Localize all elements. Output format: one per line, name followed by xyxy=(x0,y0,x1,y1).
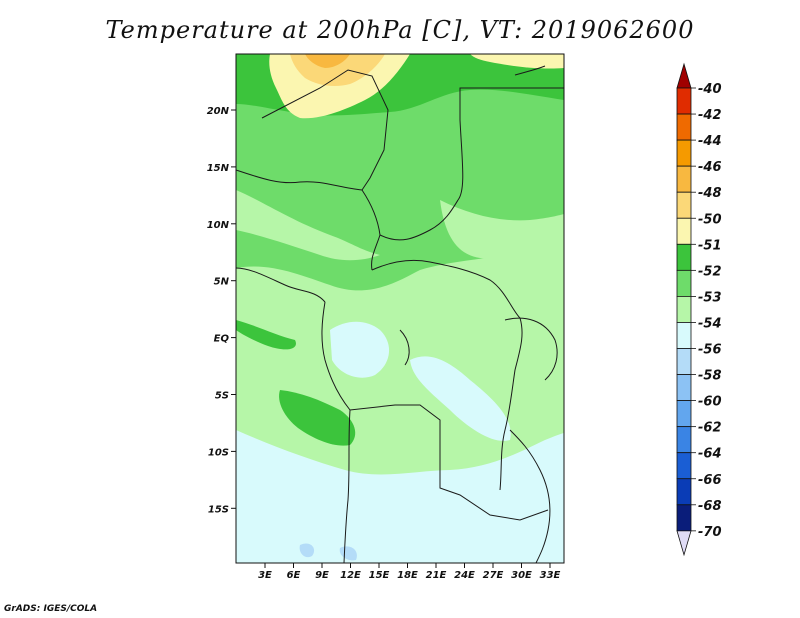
lon-tick-label: 21E xyxy=(426,570,447,581)
colorbar-swatch xyxy=(676,348,692,375)
shade-minus-48 xyxy=(305,54,350,68)
colorbar-swatch xyxy=(676,426,692,454)
colorbar-swatch xyxy=(676,139,692,167)
colorbar-label: -62 xyxy=(698,421,722,436)
longitude-axis: 3E 6E 9E 12E 15E 18E 21E 24E 27E 30E 33E xyxy=(258,563,561,581)
colorbar-label: -60 xyxy=(698,395,722,410)
lon-tick-label: 3E xyxy=(258,570,272,581)
lon-tick-label: 9E xyxy=(315,570,329,581)
border-east xyxy=(499,317,523,491)
colorbar-swatch xyxy=(676,113,692,141)
temperature-field xyxy=(236,54,564,563)
country-borders xyxy=(236,65,564,563)
border-ne xyxy=(514,65,546,76)
shade-minus-56 xyxy=(236,430,564,563)
colorbar-swatch xyxy=(676,322,692,349)
colorbar-swatch xyxy=(676,165,692,193)
lat-tick-label: 15S xyxy=(208,504,229,515)
shade-minus-56-east xyxy=(410,356,511,441)
colorbar-swatch xyxy=(676,191,692,219)
colorbar-swatch xyxy=(676,452,692,480)
colorbar-swatch xyxy=(676,269,692,297)
latitude-axis: 20N 15N 10N 5N EQ 5S 10S 15S xyxy=(207,106,236,515)
lon-tick-label: 27E xyxy=(483,570,504,581)
lat-tick-label: 5N xyxy=(214,277,230,288)
colorbar-swatch xyxy=(676,243,692,271)
lon-tick-label: 24E xyxy=(454,570,475,581)
colorbar-label: -46 xyxy=(698,160,722,175)
lon-tick-label: 12E xyxy=(340,570,361,581)
lake-victoria xyxy=(504,317,558,381)
colorbar-label: -52 xyxy=(698,264,722,279)
colorbar-label: -44 xyxy=(698,134,722,149)
colorbar-label: -56 xyxy=(698,343,722,358)
colorbar-label: -54 xyxy=(698,316,722,331)
lat-tick-label: 15N xyxy=(207,163,230,174)
colorbar-swatch xyxy=(676,295,692,323)
shade-minus-54-north xyxy=(236,190,380,261)
coast-angola xyxy=(343,409,351,563)
colorbar-swatch xyxy=(676,504,692,532)
lat-tick-label: 5S xyxy=(215,391,229,402)
lon-tick-label: 30E xyxy=(511,570,532,581)
colorbar-label: -51 xyxy=(698,238,722,253)
lat-tick-label: EQ xyxy=(214,334,230,345)
colorbar-label: -64 xyxy=(698,447,722,462)
lat-tick-label: 10N xyxy=(207,220,230,231)
lon-tick-label: 18E xyxy=(397,570,418,581)
border-niger-chad xyxy=(261,69,389,191)
colorbar-swatch xyxy=(676,374,692,401)
lon-tick-label: 15E xyxy=(369,570,390,581)
colorbar-label: -58 xyxy=(698,369,722,384)
map-title: Temperature at 200hPa [C], VT: 201906260… xyxy=(105,16,695,44)
colorbar-label: -42 xyxy=(698,108,722,123)
lat-tick-label: 20N xyxy=(207,106,230,117)
shade-minus-54-east xyxy=(440,200,564,260)
colorbar-label: -50 xyxy=(698,212,722,227)
border-nigeria xyxy=(236,169,381,271)
colorbar: -40 -42 -44 -46 -48 -50 -51 -52 -53 -54 -56 -58 -60 -… xyxy=(676,62,722,557)
colorbar-swatch xyxy=(676,400,692,428)
colorbar-swatch xyxy=(676,478,692,506)
colorbar-top-arrow xyxy=(676,62,692,89)
credit-label: GrADS: IGES/COLA xyxy=(4,604,98,614)
colorbar-label: -68 xyxy=(698,499,722,514)
shade-minus-52-coast xyxy=(236,320,296,350)
river-congo xyxy=(399,329,410,366)
shade-minus-58 xyxy=(299,543,315,558)
lon-tick-label: 6E xyxy=(287,570,301,581)
colorbar-label: -53 xyxy=(698,290,722,305)
shade-minus-56-central xyxy=(330,321,390,378)
border-chad-sudan xyxy=(379,87,564,241)
colorbar-swatch xyxy=(676,217,692,245)
map-frame xyxy=(235,53,565,564)
colorbar-label: -40 xyxy=(698,82,722,97)
colorbar-swatch xyxy=(676,87,692,115)
lat-tick-label: 10S xyxy=(208,447,229,458)
lon-tick-label: 33E xyxy=(540,570,561,581)
colorbar-label: -70 xyxy=(698,525,722,540)
colorbar-bottom-arrow xyxy=(676,530,692,557)
coast-gulf xyxy=(236,267,326,303)
border-congo-angola xyxy=(321,301,549,521)
border-car xyxy=(371,259,521,319)
shade-minus-52-sw xyxy=(279,390,356,446)
border-malawi xyxy=(509,429,551,563)
colorbar-label: -48 xyxy=(698,186,722,201)
colorbar-label: -66 xyxy=(698,473,722,488)
shade-minus-51-ne xyxy=(470,54,564,69)
